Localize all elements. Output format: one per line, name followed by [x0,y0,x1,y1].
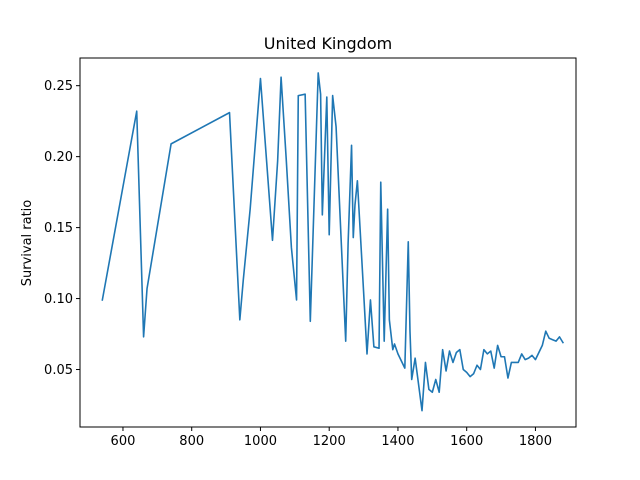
y-tick-label: 0.20 [44,150,73,165]
y-tick-label: 0.10 [44,292,73,307]
y-axis-label: Survival ratio [20,200,35,287]
y-tick-label: 0.15 [44,221,73,236]
plot-frame [79,57,577,428]
series-line [101,72,565,412]
x-tick-label: 600 [111,434,136,449]
x-tick-label: 1000 [244,434,277,449]
axis-ticks: 600 800 1000 1200 1400 1600 1800 0.05 0.10 0.15 0.… [44,79,552,449]
chart-title: United Kingdom [264,34,392,53]
x-tick-label: 1600 [450,434,483,449]
data-series [101,72,565,412]
x-tick-label: 800 [179,434,204,449]
x-tick-label: 1800 [519,434,552,449]
x-tick-label: 1400 [381,434,414,449]
x-tick-label: 1200 [313,434,346,449]
y-tick-label: 0.25 [44,79,73,94]
y-tick-label: 0.05 [44,363,73,378]
